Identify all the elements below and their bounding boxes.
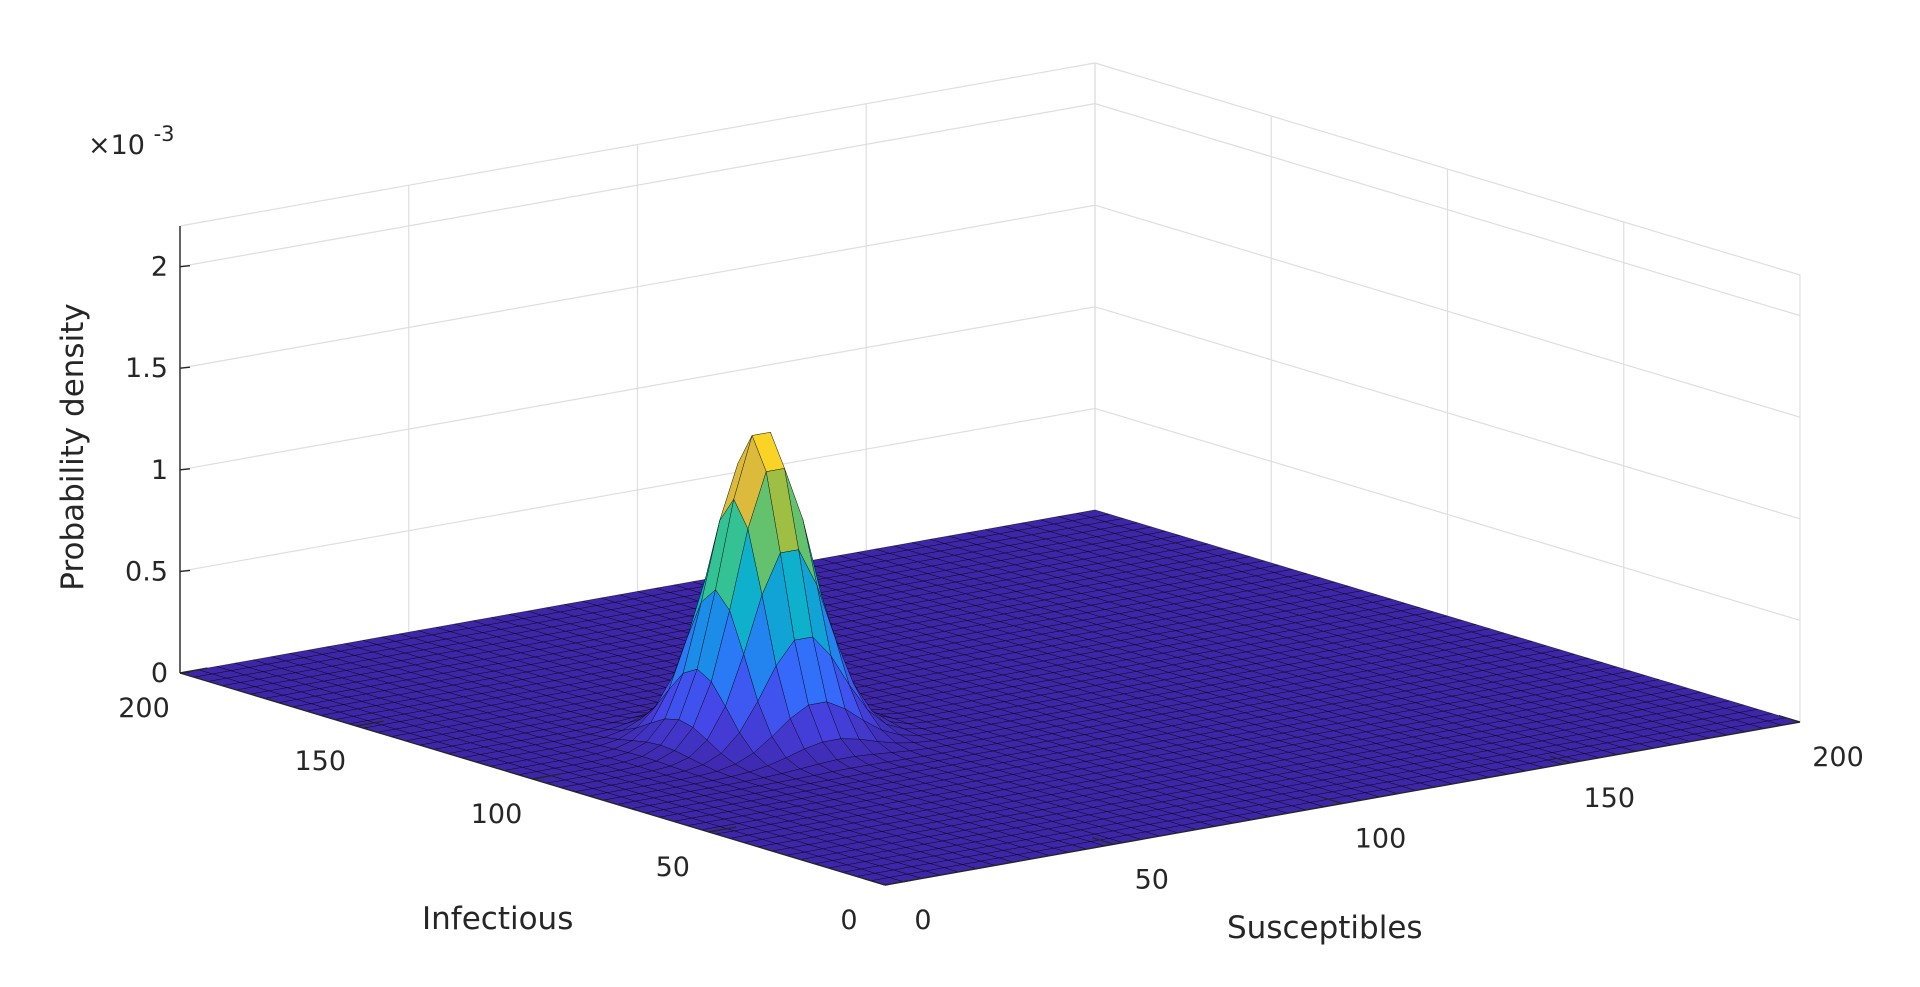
- y-tick-label: 150: [294, 746, 346, 777]
- x-tick-label: 150: [1583, 783, 1635, 814]
- z-tick: [179, 264, 191, 268]
- x-tick-label: 50: [1135, 864, 1169, 895]
- z-tick-label: 1.5: [125, 353, 168, 384]
- x-tick-label: 0: [914, 905, 931, 936]
- z-tick: [179, 569, 191, 573]
- exponent-power: -3: [154, 122, 175, 146]
- y-axis-label: Infectious: [422, 901, 573, 937]
- box-edge: [179, 62, 1096, 227]
- y-tick-label: 50: [656, 852, 690, 883]
- z-tick: [179, 468, 191, 471]
- z-tick-label: 0.5: [125, 556, 168, 587]
- x-tick-label: 100: [1355, 824, 1407, 855]
- surface-layer: [179, 431, 1801, 886]
- exponent-base: ×10: [88, 130, 145, 161]
- x-tick-label: 200: [1812, 742, 1864, 773]
- y-tick-label: 100: [471, 799, 523, 830]
- y-tick-label: 0: [840, 905, 857, 936]
- z-tick-label: 1: [151, 455, 168, 486]
- z-axis-label: Probability density: [55, 303, 91, 590]
- z-tick: [179, 366, 191, 369]
- z-exponent-label: ×10 -3: [88, 122, 175, 161]
- x-axis-label: Susceptibles: [1227, 910, 1423, 946]
- z-tick-label: 0: [151, 658, 168, 689]
- z-tick-label: 2: [151, 252, 168, 283]
- y-tick-label: 200: [118, 693, 170, 724]
- box-edge: [1094, 62, 1801, 276]
- svg-text:×10 -3: ×10 -3: [88, 122, 175, 161]
